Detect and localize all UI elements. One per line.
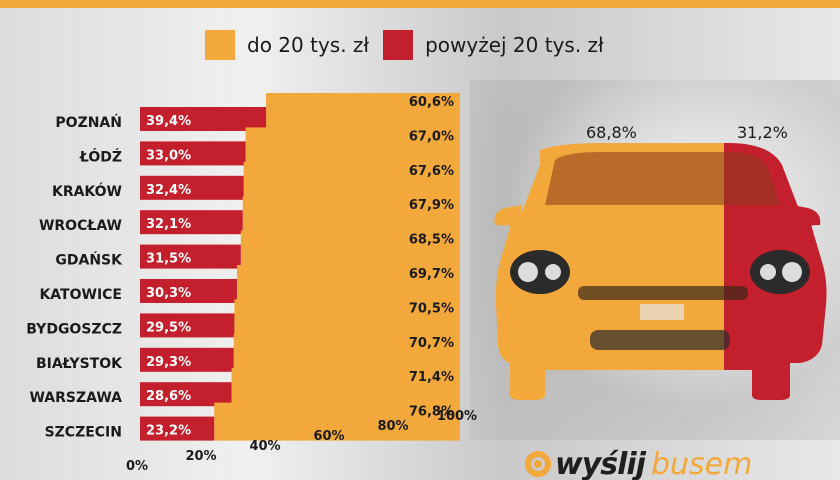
x-tick-label: 60% [313,429,344,444]
bar-above [140,210,243,235]
car-label-above: 31,2% [737,123,788,142]
x-tick-label: 20% [185,449,216,464]
lower-grille [590,330,730,350]
bar-above [140,382,232,407]
data-label-above: 29,5% [146,320,191,335]
data-label-above: 32,4% [146,183,191,198]
category-label: KATOWICE [39,287,122,303]
category-label: GDAŃSK [55,251,123,269]
bar-below [242,196,460,235]
category-label: ŁÓDŹ [79,147,122,165]
category-label: BIAŁYSTOK [36,356,123,372]
data-label-above: 30,3% [146,286,191,301]
category-label: POZNAŃ [55,113,122,131]
x-tick-label: 100% [437,409,477,424]
data-label-below: 76,8% [409,405,454,420]
bar-below [240,230,460,269]
legend-label-below: do 20 tys. zł [247,33,370,57]
x-axis-ticks: 0% 20% 40% 60% 80% 100% [126,409,477,474]
bar-above [140,175,244,200]
category-label: SZCZECIN [45,425,122,441]
top-accent-bar [0,0,840,8]
category-label: WARSZAWA [29,390,122,406]
x-tick-label: 0% [126,459,148,474]
legend: do 20 tys. zł powyżej 20 tys. zł [205,30,618,60]
data-label-below: 67,6% [409,164,454,179]
bar-above [140,313,235,338]
car-label-below: 68,8% [586,123,637,142]
data-label-below: 68,5% [409,233,454,248]
bar-above [140,141,246,166]
data-label-above: 39,4% [146,114,191,129]
bar-above [140,107,267,131]
legend-swatch-above [383,30,414,60]
logo-ring-icon [525,451,551,477]
category-label: WROCŁAW [39,218,122,234]
bar-above [140,347,234,372]
x-tick-label: 80% [377,419,408,434]
data-label-below: 60,6% [409,95,454,110]
side-mirror-left [494,205,522,226]
logo-word-2: busem [650,446,753,480]
legend-label-above: powyżej 20 tys. zł [425,33,604,57]
legend-swatch-below [205,30,235,60]
category-label: KRAKÓW [52,182,122,200]
bars-group: 39,4% 60,6% POZNAŃ 33,0% 67,0% ŁÓDŹ 32,4% 67,6%… [26,93,460,441]
data-label-below: 67,0% [409,129,454,144]
bar-below [266,93,460,131]
data-label-above: 33,0% [146,148,191,163]
bar-below [233,333,460,372]
category-label: BYDGOSZCZ [26,321,122,337]
logo-word-1: wyślij [555,446,646,480]
windshield [545,152,780,205]
side-mirror-right [792,205,821,226]
x-tick-label: 40% [249,439,280,454]
data-label-above: 23,2% [146,424,191,439]
bar-below [234,299,460,338]
bar-below [231,368,460,407]
data-label-below: 67,9% [409,198,454,213]
license-plate-area [640,304,684,320]
bar-below [245,127,460,166]
bar-below [214,402,460,441]
headlight-right [750,250,810,294]
bar-below [243,161,460,200]
bar-above [140,279,237,303]
brand-logo: wyślij busem [525,446,753,480]
data-label-above: 32,1% [146,217,191,232]
data-label-below: 71,4% [409,370,454,385]
data-label-below: 70,7% [409,336,454,351]
bar-above [140,244,241,269]
headlight-left [510,250,570,294]
bar-above [140,416,215,441]
data-label-above: 29,3% [146,355,191,370]
data-label-above: 31,5% [146,252,191,267]
data-label-below: 69,7% [409,267,454,282]
front-grille [578,286,748,300]
bar-below [236,265,460,303]
data-label-below: 70,5% [409,301,454,316]
data-label-above: 28,6% [146,389,191,404]
